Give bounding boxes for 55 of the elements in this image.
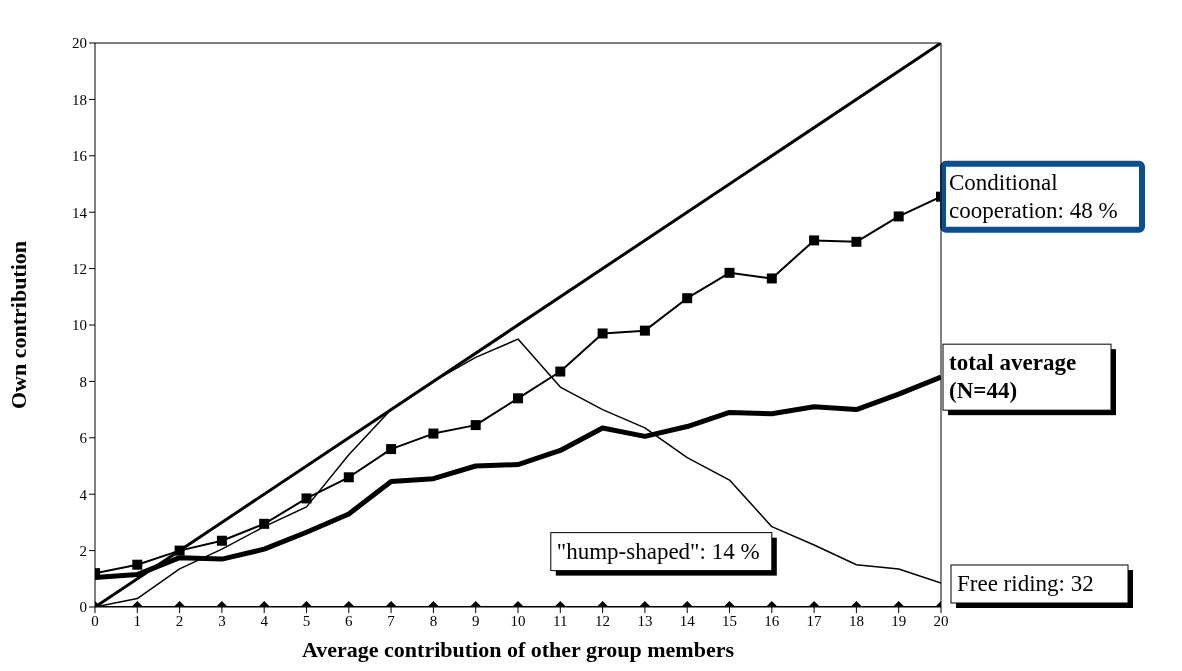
point: [724, 267, 735, 278]
point: [639, 325, 650, 336]
y-axis-title: Own contribution: [5, 240, 31, 410]
x-tick-label: 2: [175, 612, 184, 629]
y-tick-label: 12: [72, 260, 87, 277]
y-tick-label: 4: [79, 486, 88, 503]
x-tick-label: 8: [429, 612, 438, 629]
point: [682, 293, 693, 304]
y-tick-label: 14: [72, 204, 88, 221]
x-tick-label: 5: [302, 612, 311, 629]
x-tick-label: 17: [806, 612, 823, 629]
x-axis-title: Average contribution of other group members: [302, 637, 735, 662]
x-tick-label: 4: [260, 612, 269, 629]
point: [216, 535, 227, 546]
point: [513, 393, 523, 404]
y-tick-label: 8: [79, 373, 87, 390]
series-label: "hump-shaped": 14 %: [556, 538, 760, 564]
point: [301, 493, 312, 504]
x-tick-label: 19: [891, 612, 907, 629]
x-tick-label: 10: [510, 612, 526, 629]
x-tick-label: 12: [595, 612, 611, 629]
point: [851, 236, 862, 247]
point: [386, 444, 397, 455]
x-tick-label: 13: [637, 612, 653, 629]
x-tick-label: 1: [133, 612, 142, 629]
point: [809, 235, 820, 246]
series-label: total average (N=44): [949, 350, 1077, 404]
y-tick-label: 6: [79, 430, 88, 447]
y-tick-label: 20: [72, 35, 87, 52]
x-tick-label: 0: [91, 612, 99, 629]
y-tick-label: 2: [79, 542, 87, 559]
point: [470, 420, 481, 431]
point: [428, 428, 439, 439]
point: [343, 472, 354, 483]
x-tick-label: 18: [848, 612, 864, 629]
y-tick-label: 0: [79, 599, 87, 616]
point: [555, 366, 566, 377]
x-tick-label: 16: [764, 612, 780, 629]
y-tick-label: 18: [72, 91, 87, 108]
point: [597, 328, 608, 339]
x-tick-label: 11: [553, 612, 568, 629]
x-tick-label: 7: [387, 612, 396, 629]
x-tick-label: 6: [345, 612, 354, 629]
y-tick-label: 10: [72, 317, 87, 334]
point: [259, 518, 270, 529]
x-tick-label: 15: [722, 612, 737, 629]
series-label: Free riding: 32: [957, 571, 1094, 596]
series-label: Conditional cooperation: 48 %: [949, 169, 1118, 223]
y-tick-label: 16: [72, 148, 88, 165]
x-tick-label: 14: [679, 612, 696, 629]
point: [766, 273, 777, 284]
x-tick-label: 3: [218, 612, 226, 629]
x-tick-label: 20: [933, 612, 949, 629]
x-tick-label: 9: [471, 612, 480, 629]
point: [893, 211, 904, 222]
